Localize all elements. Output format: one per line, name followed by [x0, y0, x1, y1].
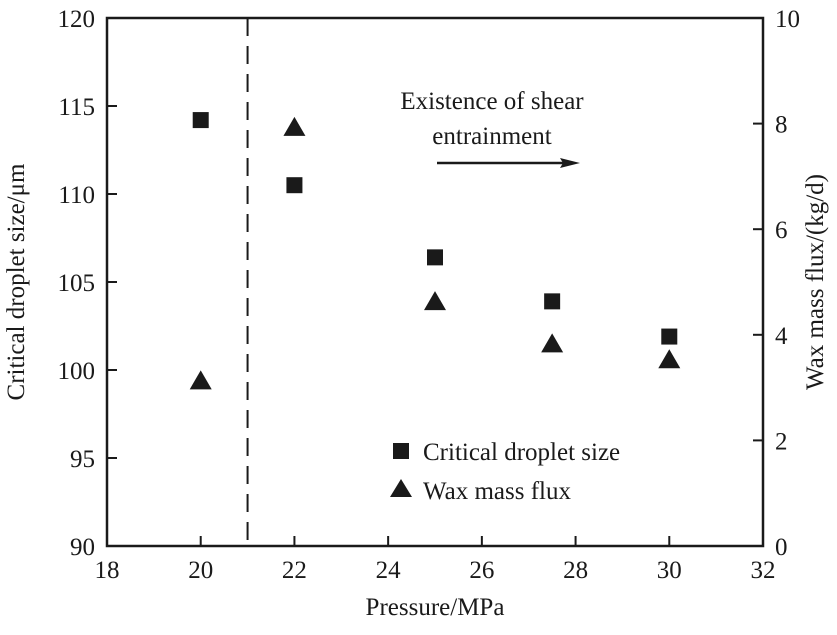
- annotation-line1: Existence of shear: [400, 88, 584, 115]
- y-axis-label: Critical droplet size/μm: [3, 163, 30, 401]
- x-tick-label: 18: [95, 557, 120, 584]
- y2-tick-label: 4: [775, 323, 788, 350]
- x-axis-label: Pressure/MPa: [366, 594, 505, 621]
- y-tick-label: 90: [70, 534, 95, 561]
- x-tick-label: 22: [282, 557, 307, 584]
- y-tick-label: 115: [58, 94, 95, 121]
- triangle-marker-wax-mass-flux: [283, 116, 306, 136]
- y2-tick-label: 8: [775, 112, 788, 139]
- x-tick-label: 28: [563, 557, 588, 584]
- y-tick-label: 120: [58, 6, 96, 33]
- y-tick-label: 110: [58, 182, 95, 209]
- y2-tick-label: 0: [775, 534, 788, 561]
- square-marker-critical-droplet-size: [661, 328, 678, 345]
- y2-axis-label: Wax mass flux/(kg/d): [802, 174, 829, 390]
- legend-label-critical-droplet-size: Critical droplet size: [423, 439, 620, 466]
- x-tick-label: 32: [751, 557, 776, 584]
- x-tick-label: 20: [188, 557, 213, 584]
- x-tick-label: 24: [376, 557, 402, 584]
- legend-triangle-marker: [390, 479, 412, 497]
- annotation-arrow: [437, 158, 580, 168]
- y-tick-label: 95: [70, 446, 95, 473]
- square-marker-critical-droplet-size: [544, 293, 561, 310]
- y-tick-label: 105: [58, 270, 96, 297]
- y2-tick-label: 10: [775, 6, 800, 33]
- legend: Critical droplet size Wax mass flux: [390, 439, 620, 505]
- triangle-marker-wax-mass-flux: [424, 291, 446, 311]
- triangle-marker-wax-mass-flux: [541, 333, 564, 353]
- y2-tick-label: 2: [775, 428, 788, 455]
- triangle-marker-wax-mass-flux: [658, 349, 681, 369]
- square-marker-critical-droplet-size: [427, 249, 443, 266]
- legend-label-wax-mass-flux: Wax mass flux: [423, 478, 571, 505]
- square-marker-critical-droplet-size: [192, 112, 209, 129]
- x-tick-label: 26: [469, 557, 494, 584]
- legend-square-marker: [393, 443, 409, 459]
- y-tick-label: 100: [58, 358, 96, 385]
- annotation-line2: entrainment: [432, 123, 551, 150]
- square-marker-critical-droplet-size: [286, 177, 303, 194]
- x-tick-label: 30: [657, 557, 682, 584]
- triangle-marker-wax-mass-flux: [189, 370, 212, 390]
- y2-tick-label: 6: [775, 217, 788, 244]
